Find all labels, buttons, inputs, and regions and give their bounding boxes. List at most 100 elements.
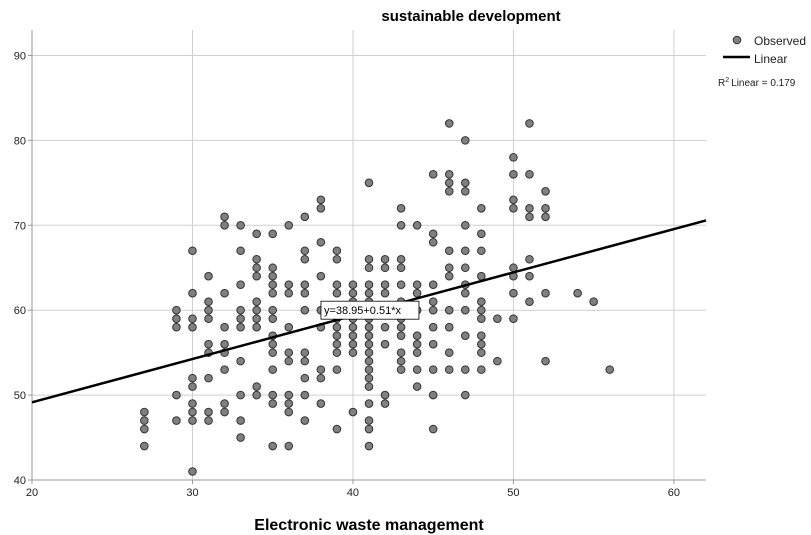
data-point — [204, 416, 213, 425]
data-point — [444, 246, 454, 256]
data-point — [188, 382, 197, 391]
data-point — [541, 187, 550, 196]
data-point — [396, 204, 406, 213]
data-point — [332, 339, 342, 349]
data-point — [348, 339, 358, 349]
data-point — [300, 373, 310, 383]
data-point — [220, 288, 229, 298]
data-point — [284, 220, 294, 230]
data-point — [316, 204, 326, 213]
data-point — [444, 170, 454, 179]
data-point — [300, 390, 310, 400]
data-point — [348, 280, 358, 290]
data-point — [364, 365, 374, 374]
data-point — [252, 322, 261, 332]
data-point — [364, 280, 374, 290]
data-point — [380, 288, 390, 298]
data-point — [493, 314, 502, 323]
data-point — [300, 348, 310, 357]
data-point — [509, 153, 518, 162]
data-point — [412, 348, 422, 357]
chart-title: sustainable development — [381, 8, 560, 25]
data-point — [509, 288, 518, 298]
data-point — [236, 314, 245, 323]
data-point — [332, 254, 342, 264]
data-point — [396, 348, 406, 357]
data-point — [460, 187, 470, 196]
data-point — [460, 220, 470, 230]
legend-linear-label: Linear — [754, 52, 787, 66]
data-point — [428, 229, 438, 239]
data-point — [204, 314, 213, 323]
data-point — [444, 263, 454, 273]
data-point — [236, 280, 245, 290]
data-point — [444, 187, 454, 196]
x-tick-label: 50 — [507, 487, 519, 499]
data-point — [188, 314, 197, 323]
data-point — [364, 254, 374, 264]
data-point — [300, 254, 310, 264]
regression-equation-text: y=38.95+0.51*x — [324, 305, 402, 317]
data-point — [204, 271, 213, 281]
data-point — [364, 322, 374, 332]
regression-equation-box — [320, 300, 420, 320]
data-point — [364, 441, 374, 451]
data-point — [252, 263, 261, 273]
data-point — [220, 399, 229, 408]
data-point — [477, 331, 486, 340]
data-point — [428, 305, 438, 315]
data-point — [589, 297, 598, 306]
data-point — [268, 339, 278, 349]
data-point — [412, 220, 422, 230]
x-axis-label: Electronic waste management — [254, 517, 484, 534]
data-point — [204, 373, 213, 383]
data-point — [172, 305, 181, 315]
data-point — [460, 365, 470, 374]
data-point — [236, 322, 245, 332]
data-point — [525, 254, 534, 264]
data-point — [140, 441, 149, 451]
data-point — [380, 263, 390, 273]
data-point — [252, 305, 261, 315]
x-tick-label: 60 — [668, 487, 680, 499]
data-point — [477, 297, 486, 306]
data-point — [268, 263, 278, 273]
data-point — [348, 407, 358, 417]
data-point — [396, 254, 406, 264]
data-point — [428, 339, 438, 349]
data-point — [252, 390, 261, 400]
x-tick-label: 30 — [186, 487, 198, 499]
data-point — [172, 322, 181, 332]
data-point — [364, 373, 374, 383]
data-point — [268, 229, 278, 239]
data-point — [380, 390, 390, 400]
data-point — [444, 365, 454, 374]
data-point — [412, 280, 422, 290]
y-tick-label: 90 — [14, 50, 26, 62]
data-point — [541, 204, 550, 213]
x-tick-labels: 20 30 40 50 60 — [26, 480, 680, 499]
data-point — [605, 365, 615, 374]
data-point — [268, 365, 278, 374]
data-point — [252, 254, 261, 264]
data-point — [460, 390, 470, 400]
data-point — [252, 271, 261, 281]
data-point — [477, 271, 486, 281]
data-point — [412, 339, 422, 349]
data-point — [428, 424, 438, 434]
data-point — [364, 339, 374, 349]
data-point — [477, 246, 486, 256]
data-point — [220, 322, 229, 332]
data-point — [332, 424, 342, 434]
data-point — [348, 331, 358, 340]
data-point — [188, 322, 197, 332]
data-point — [380, 254, 390, 264]
data-point — [252, 297, 261, 306]
data-point — [444, 322, 454, 332]
data-point — [316, 399, 326, 408]
data-point — [236, 433, 245, 442]
data-point — [268, 271, 278, 281]
data-point — [364, 178, 374, 188]
data-point — [364, 288, 374, 298]
data-point — [380, 322, 390, 332]
